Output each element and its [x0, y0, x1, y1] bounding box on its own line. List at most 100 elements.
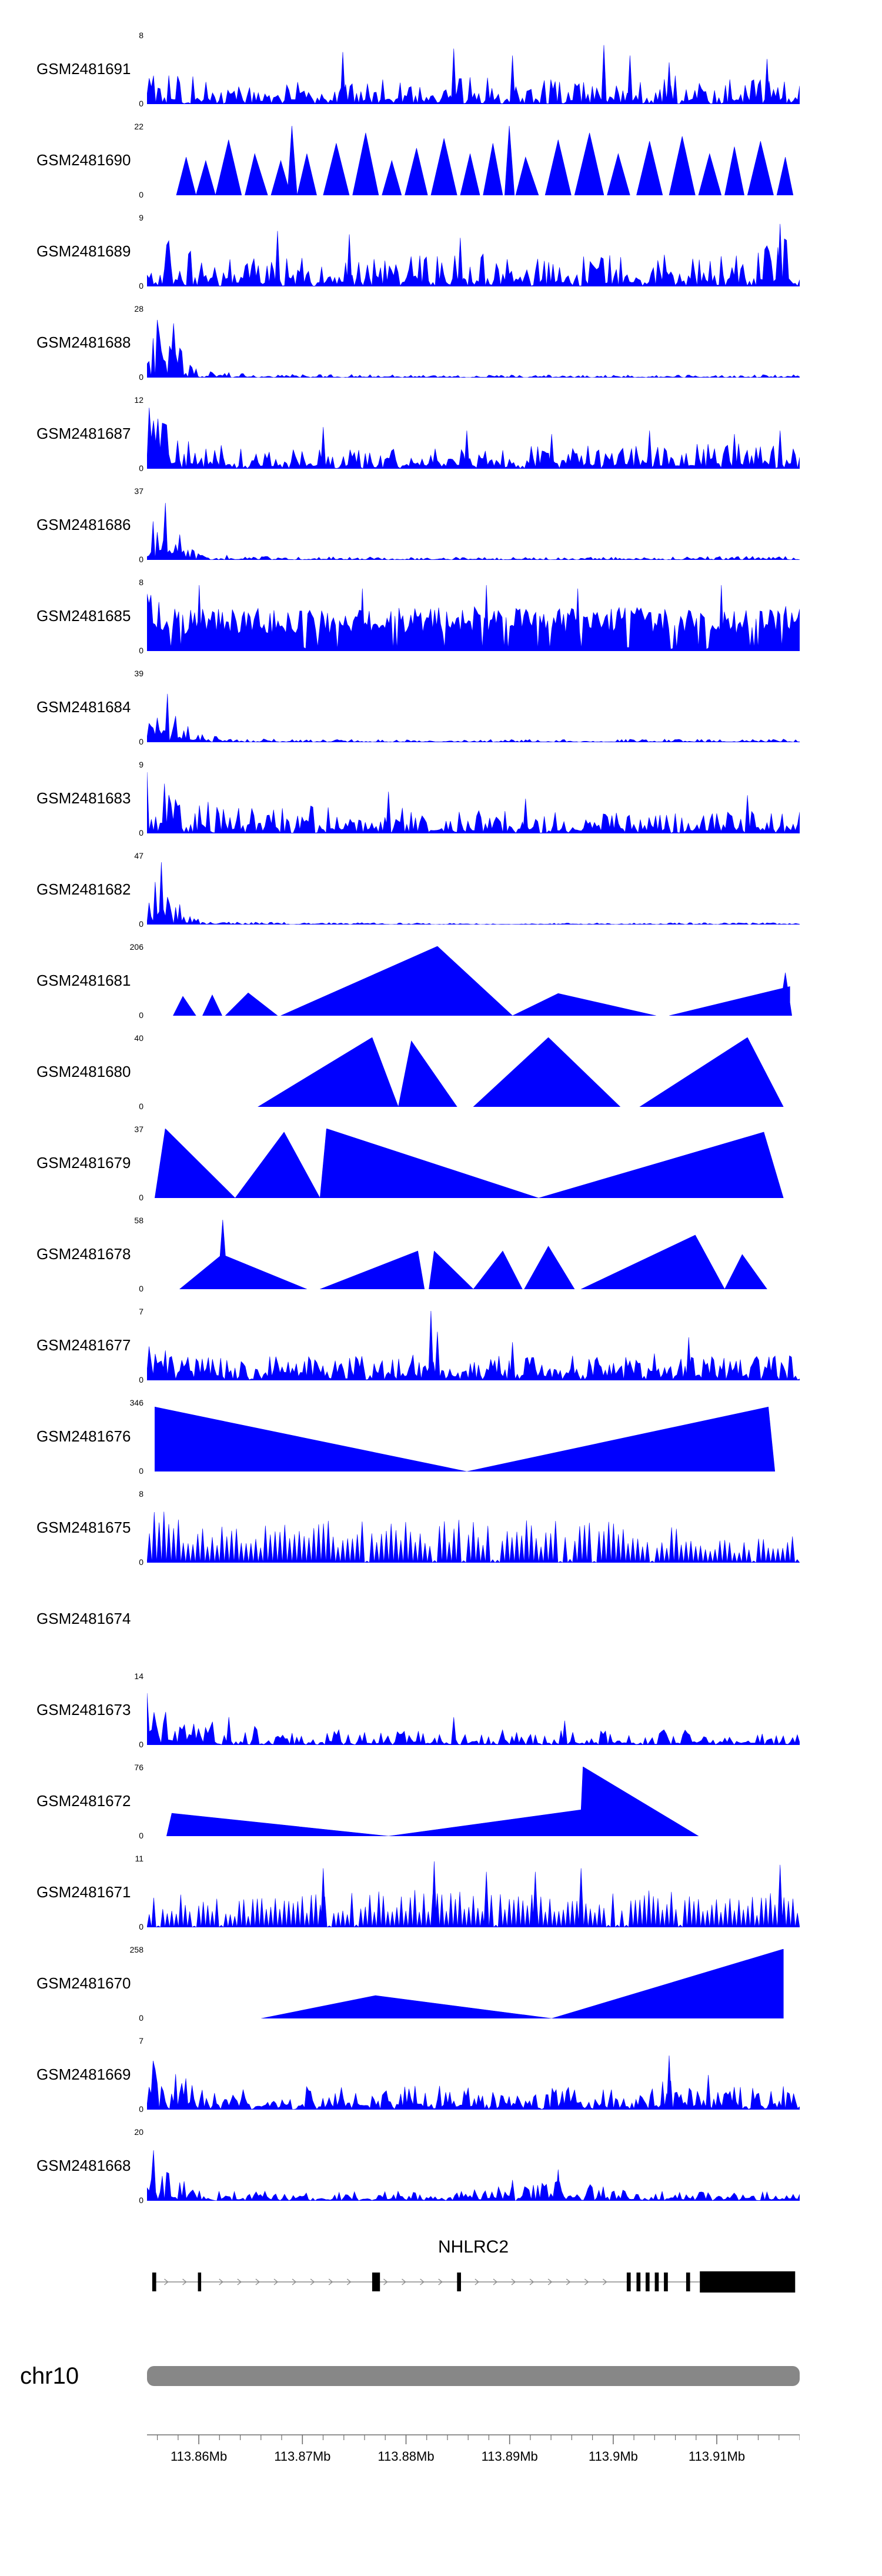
y-axis-max-label: 11 — [135, 1853, 143, 1863]
coverage-area-plot — [147, 223, 800, 286]
track-label: GSM2481669 — [36, 2066, 131, 2083]
y-axis-min-label: 0 — [139, 1101, 143, 1111]
track-row-GSM2481671: GSM2481671 11 0 — [0, 1847, 882, 1938]
strand-arrow-icon — [584, 2278, 589, 2285]
track-plot: 11 0 — [135, 1854, 800, 1931]
gene-track: NHLRC2 — [0, 2211, 882, 2329]
y-axis-min-label: 0 — [139, 919, 143, 929]
strand-arrow-icon — [310, 2278, 315, 2285]
axis-tick-label: 113.89Mb — [482, 2449, 538, 2464]
gene-title: NHLRC2 — [437, 2237, 509, 2257]
exon-box — [372, 2272, 380, 2291]
strand-arrow-icon — [273, 2278, 279, 2285]
y-axis-max-label: 37 — [134, 486, 143, 496]
strand-arrow-icon — [511, 2278, 516, 2285]
y-axis-min-label: 0 — [139, 1466, 143, 1476]
coverage-area-plot — [154, 1128, 784, 1198]
track-label: GSM2481668 — [36, 2157, 131, 2174]
last-exon-box — [700, 2271, 796, 2293]
track-row-GSM2481690: GSM2481690 22 0 — [0, 115, 882, 206]
track-plot: 76 0 — [134, 1763, 800, 1840]
coverage-area-plot — [147, 2150, 800, 2201]
coverage-area-plot — [147, 585, 800, 651]
y-axis-max-label: 47 — [134, 850, 143, 860]
y-axis-max-label: 40 — [134, 1033, 143, 1043]
strand-arrow-icon — [529, 2278, 534, 2285]
track-plot: 37 0 — [134, 486, 800, 564]
strand-arrow-icon — [328, 2278, 333, 2285]
track-row-GSM2481683: GSM2481683 9 0 — [0, 753, 882, 844]
strand-arrow-icon — [438, 2278, 443, 2285]
y-axis-max-label: 8 — [139, 1489, 143, 1499]
y-axis-min-label: 0 — [139, 736, 143, 746]
exon-box — [198, 2272, 202, 2291]
strand-arrow-icon — [420, 2278, 425, 2285]
track-label: GSM2481688 — [36, 333, 131, 351]
track-row-GSM2481668: GSM2481668 20 0 — [0, 2120, 882, 2211]
strand-arrow-icon — [602, 2278, 607, 2285]
track-plot — [147, 1584, 800, 1654]
track-plot: 58 0 — [134, 1216, 800, 1293]
axis-tick-label: 113.9Mb — [589, 2449, 638, 2464]
y-axis-max-label: 14 — [134, 1671, 143, 1681]
coverage-area-plot — [147, 1310, 800, 1380]
strand-arrow-icon — [219, 2278, 223, 2285]
track-row-GSM2481691: GSM2481691 8 0 — [0, 24, 882, 115]
track-plot: 206 0 — [130, 942, 800, 1020]
track-row-GSM2481685: GSM2481685 8 0 — [0, 570, 882, 662]
y-axis-max-label: 7 — [139, 1306, 143, 1316]
track-row-GSM2481669: GSM2481669 7 0 — [0, 2029, 882, 2120]
track-row-GSM2481687: GSM2481687 12 0 — [0, 388, 882, 479]
track-row-GSM2481676: GSM2481676 346 0 — [0, 1391, 882, 1482]
y-axis-min-label: 0 — [139, 281, 143, 291]
y-axis-min-label: 0 — [139, 1557, 143, 1567]
strand-arrow-icon — [383, 2278, 388, 2285]
track-row-GSM2481672: GSM2481672 76 0 — [0, 1756, 882, 1847]
y-axis-max-label: 9 — [139, 212, 143, 222]
track-plot: 12 0 — [134, 395, 800, 473]
track-row-GSM2481684: GSM2481684 39 0 — [0, 662, 882, 753]
strand-arrow-icon — [255, 2278, 260, 2285]
chromosome-ideogram — [147, 2366, 800, 2386]
coverage-area-plot — [147, 862, 800, 925]
y-axis-min-label: 0 — [139, 827, 143, 837]
track-label: GSM2481673 — [36, 1701, 131, 1719]
track-plot: 20 0 — [134, 2127, 800, 2205]
track-label: GSM2481680 — [36, 1063, 131, 1080]
y-axis-min-label: 0 — [139, 372, 143, 382]
y-axis-min-label: 0 — [139, 1374, 143, 1384]
coverage-area-plot — [147, 1693, 800, 1745]
y-axis-max-label: 39 — [134, 668, 143, 678]
track-label: GSM2481671 — [36, 1883, 131, 1901]
track-label: GSM2481679 — [36, 1154, 131, 1172]
strand-arrow-icon — [547, 2278, 553, 2285]
exon-box — [664, 2272, 668, 2291]
track-row-GSM2481675: GSM2481675 8 0 — [0, 1482, 882, 1573]
track-plot: 258 0 — [130, 1945, 800, 2023]
gene-track-area: NHLRC2 — [147, 2237, 800, 2304]
strand-arrow-icon — [566, 2278, 571, 2285]
y-axis-min-label: 0 — [139, 2013, 143, 2023]
track-label: GSM2481687 — [36, 425, 131, 442]
axis-tick-label: 113.91Mb — [689, 2449, 745, 2464]
axis-tick-label: 113.88Mb — [377, 2449, 434, 2464]
y-axis-max-label: 8 — [139, 577, 143, 587]
y-axis-min-label: 0 — [139, 1739, 143, 1749]
strand-arrow-icon — [164, 2278, 169, 2285]
axis-tick-label: 113.86Mb — [171, 2449, 227, 2464]
y-axis-max-label: 28 — [134, 303, 143, 313]
track-row-GSM2481677: GSM2481677 7 0 — [0, 1300, 882, 1391]
y-axis-max-label: 258 — [129, 1944, 143, 1954]
y-axis-min-label: 0 — [139, 189, 143, 199]
coverage-area-plot — [147, 2055, 800, 2110]
coverage-area-plot — [261, 1948, 784, 2018]
track-plot: 39 0 — [134, 669, 800, 746]
track-row-GSM2481670: GSM2481670 258 0 — [0, 1938, 882, 2029]
exon-box — [152, 2272, 156, 2291]
